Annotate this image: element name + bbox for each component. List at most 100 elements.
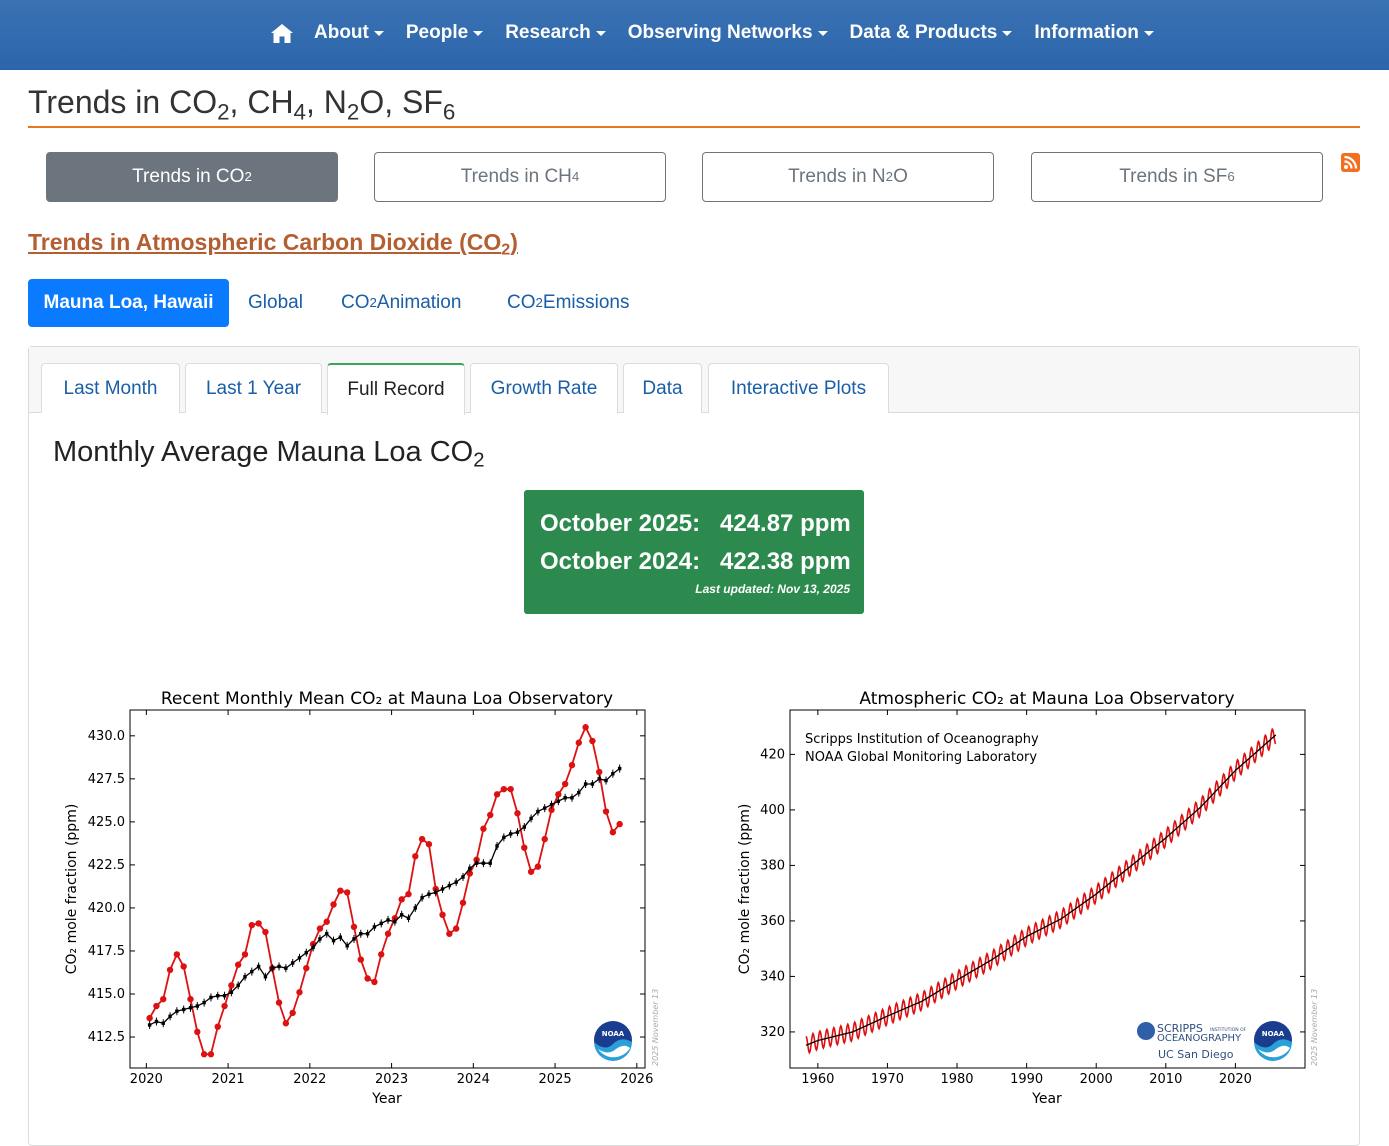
data-point: [331, 938, 336, 943]
full-record-chart: Atmospheric CO₂ at Mauna Loa Observatory…: [737, 689, 1319, 1107]
page-title: Trends in CO2, CH4, N2O, SF6: [28, 84, 456, 125]
tab-last-month[interactable]: Last Month: [41, 363, 180, 413]
data-point: [277, 964, 281, 969]
pill-mauna-loa[interactable]: Mauna Loa, Hawaii: [28, 279, 229, 327]
tab-last-1-year[interactable]: Last 1 Year: [185, 363, 322, 413]
data-point: [338, 935, 343, 939]
co2-previous-label: October 2024:: [540, 548, 701, 575]
data-point: [616, 820, 623, 828]
tab-data[interactable]: Data: [623, 363, 702, 413]
data-point: [262, 928, 269, 936]
data-point: [229, 990, 234, 994]
tab-full-record[interactable]: Full Record: [327, 363, 465, 415]
data-point: [474, 861, 479, 865]
x-tick-label: 2010: [1149, 1072, 1182, 1087]
data-point: [228, 982, 235, 989]
nav-information[interactable]: Information: [1034, 22, 1154, 44]
data-point: [255, 920, 262, 927]
data-point: [541, 835, 548, 843]
nav-about[interactable]: About: [314, 22, 384, 44]
data-point: [296, 989, 303, 996]
data-point: [282, 1020, 290, 1027]
data-point: [161, 1021, 165, 1025]
data-point: [330, 901, 337, 908]
caret-down-icon: [473, 30, 484, 36]
caret-down-icon: [595, 30, 606, 36]
data-point: [495, 844, 499, 848]
annotation-scripps: Scripps Institution of Oceanography: [805, 732, 1039, 747]
data-point: [243, 975, 247, 979]
y-tick-label: 320: [760, 1025, 785, 1040]
data-point: [250, 969, 254, 974]
data-point: [202, 1000, 206, 1005]
data-point: [303, 964, 310, 972]
data-point: [181, 1007, 186, 1012]
x-tick-label: 1980: [940, 1072, 973, 1087]
nav-data-products[interactable]: Data & Products: [850, 22, 1013, 44]
data-point: [289, 1009, 296, 1017]
data-point: [568, 761, 576, 769]
data-point: [325, 932, 329, 936]
data-point: [357, 956, 364, 963]
data-point: [611, 771, 615, 776]
data-point: [514, 810, 521, 817]
svg-text:UC San Diego: UC San Diego: [1158, 1048, 1234, 1061]
data-point: [386, 918, 390, 922]
trends-sf6-button[interactable]: Trends in SF 6: [1031, 152, 1323, 202]
data-point: [508, 832, 513, 836]
nav-observing-networks[interactable]: Observing Networks: [628, 22, 828, 44]
data-point: [297, 956, 302, 960]
co2-current-row: October 2025: 424.87 ppm: [540, 510, 851, 538]
nav-item-label: Information: [1034, 22, 1139, 43]
chart-title: Recent Monthly Mean CO₂ at Mauna Loa Obs…: [161, 689, 613, 709]
home-icon[interactable]: [270, 22, 294, 44]
last-updated-text: Last updated: Nov 13, 2025: [695, 582, 850, 596]
data-point: [507, 785, 514, 793]
data-point: [241, 951, 249, 958]
caret-down-icon: [817, 30, 828, 36]
caret-down-icon: [1143, 30, 1154, 36]
pill-co2-animation[interactable]: CO 2 Animation: [341, 292, 462, 313]
data-point: [536, 809, 540, 814]
series-line-monthly-mean: [148, 725, 621, 1056]
x-tick-label: 2023: [375, 1072, 408, 1087]
trends-co2-button[interactable]: Trends in CO 2: [46, 152, 338, 202]
date-watermark: 2025 November 13: [1310, 989, 1319, 1066]
data-point: [575, 739, 582, 746]
data-point: [384, 930, 392, 937]
co2-summary-box: October 2025: 424.87 ppm October 2024: 4…: [524, 490, 864, 614]
data-point: [316, 925, 324, 932]
tab-growth-rate[interactable]: Growth Rate: [470, 363, 618, 413]
tab-interactive-plots[interactable]: Interactive Plots: [708, 363, 889, 413]
data-point: [466, 870, 473, 877]
data-point: [343, 889, 351, 896]
co2-previous-row: October 2024: 422.38 ppm: [540, 548, 851, 576]
pill-global[interactable]: Global: [248, 292, 303, 313]
trends-ch4-button[interactable]: Trends in CH 4: [374, 152, 666, 202]
data-point: [207, 1051, 215, 1058]
data-point: [459, 899, 467, 906]
y-tick-label: 360: [760, 914, 785, 929]
data-point: [481, 861, 486, 865]
x-tick-label: 2000: [1080, 1072, 1113, 1087]
data-point: [596, 768, 603, 776]
y-tick-label: 417.5: [88, 944, 125, 959]
co2-current-label: October 2025:: [540, 510, 701, 537]
title-divider: [28, 126, 1360, 128]
data-point: [248, 921, 256, 929]
x-tick-label: 2020: [1219, 1072, 1252, 1087]
data-point: [372, 925, 377, 929]
nav-people[interactable]: People: [406, 22, 484, 44]
plot-frame: [129, 709, 646, 1069]
plot-frame: [789, 709, 1306, 1069]
x-tick-label: 1960: [801, 1072, 834, 1087]
recent-monthly-chart: Recent Monthly Mean CO₂ at Mauna Loa Obs…: [64, 689, 660, 1107]
rss-feed-icon[interactable]: [1341, 153, 1360, 172]
data-point: [371, 978, 378, 986]
data-point: [500, 785, 508, 793]
x-tick-label: 2026: [620, 1072, 653, 1087]
section-heading-link[interactable]: Trends in Atmospheric Carbon Dioxide (CO…: [28, 229, 518, 259]
pill-co2-emissions[interactable]: CO 2 Emissions: [507, 292, 630, 313]
nav-research[interactable]: Research: [505, 22, 606, 44]
